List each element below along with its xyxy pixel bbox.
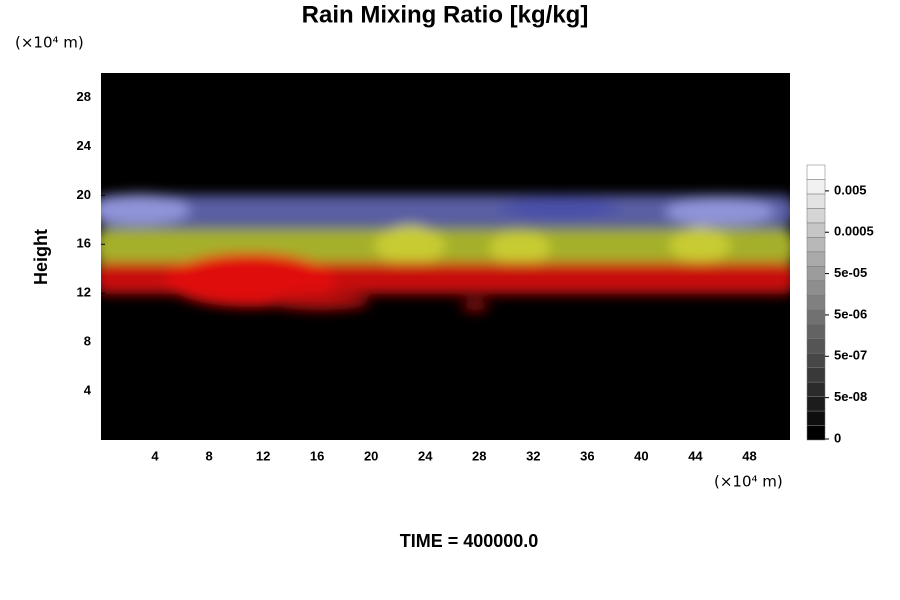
- colorbar-level: [806, 208, 826, 224]
- x-axis-label: (×10⁴ m): [714, 473, 783, 491]
- colorbar-level: [806, 251, 826, 267]
- field-red: [270, 294, 370, 310]
- y-tick-label: 16: [77, 236, 91, 251]
- field-yellow: [375, 225, 445, 265]
- colorbar-tick-label: 5e-06: [834, 306, 867, 321]
- x-tick-label: 44: [688, 448, 703, 463]
- field-blue: [101, 194, 190, 226]
- colorbar-level: [806, 164, 826, 180]
- colorbar-level: [806, 179, 826, 195]
- x-tick-label: 4: [151, 448, 159, 463]
- x-tick-label: 40: [634, 448, 648, 463]
- x-tick-label: 12: [256, 448, 270, 463]
- field-yellow: [670, 227, 730, 263]
- field-blue: [101, 195, 790, 227]
- colorbar-tick-label: 5e-07: [834, 348, 867, 363]
- y-tick-label: 4: [84, 383, 92, 398]
- colorbar-level: [806, 266, 826, 282]
- x-tick-label: 48: [742, 448, 756, 463]
- field-blue: [500, 196, 620, 220]
- field-red: [461, 301, 489, 311]
- field-red: [165, 253, 335, 307]
- x-tick-label: 28: [472, 448, 486, 463]
- colorbar-level: [806, 193, 826, 209]
- colorbar-level: [806, 222, 826, 238]
- colorbar-level: [806, 280, 826, 296]
- colorbar-level: [806, 309, 826, 325]
- x-tick-label: 8: [205, 448, 212, 463]
- colorbar-level: [806, 323, 826, 339]
- colorbar-level: [806, 396, 826, 412]
- x-tick-label: 16: [310, 448, 324, 463]
- colorbar-level: [806, 425, 826, 441]
- colorbar-level: [806, 237, 826, 253]
- colorbar-tick-label: 0.0005: [834, 224, 874, 239]
- field-yellow: [490, 230, 550, 266]
- y-tick-label: 24: [77, 138, 92, 153]
- colorbar-tick-label: 0: [834, 430, 841, 445]
- y-tick-label: 12: [77, 285, 91, 300]
- colorbar-level: [806, 367, 826, 383]
- colorbar-level: [806, 295, 826, 310]
- field-blue: [665, 197, 775, 227]
- y-tick-label: 20: [77, 187, 91, 202]
- y-axis-label: Height: [31, 229, 51, 285]
- x-tick-label: 20: [364, 448, 378, 463]
- chart-title: Rain Mixing Ratio [kg/kg]: [302, 1, 589, 28]
- colorbar-tick-label: 5e-08: [834, 389, 867, 404]
- colorbar-tick-label: 5e-05: [834, 265, 867, 280]
- colorbar-level: [806, 381, 826, 397]
- y-tick-label: 8: [84, 334, 91, 349]
- x-tick-label: 32: [526, 448, 540, 463]
- colorbar-level: [806, 410, 826, 426]
- colorbar-level: [806, 338, 826, 354]
- field: [101, 194, 790, 311]
- y-tick-label: 28: [77, 89, 91, 104]
- x-tick-label: 36: [580, 448, 594, 463]
- colorbar-tick-label: 0.005: [834, 182, 867, 197]
- x-tick-label: 24: [418, 448, 433, 463]
- time-annotation: TIME = 400000.0: [400, 531, 539, 551]
- y-unit: (×10⁴ m): [15, 34, 84, 52]
- colorbar-level: [806, 352, 826, 368]
